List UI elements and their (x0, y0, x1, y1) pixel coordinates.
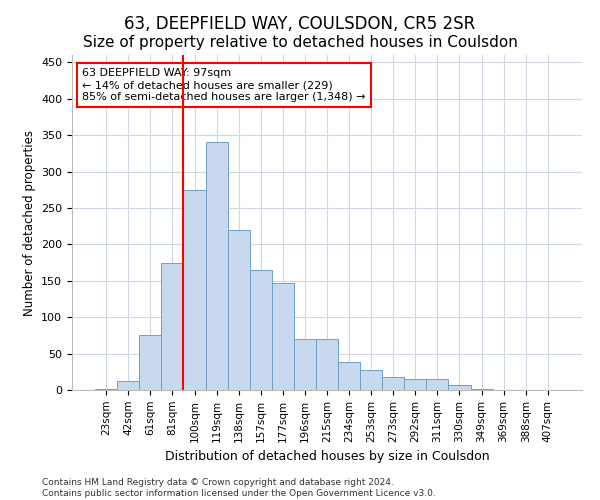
Bar (227, 230, 250, 390)
Bar (404, 379, 427, 390)
X-axis label: Distribution of detached houses by size in Coulsdon: Distribution of detached houses by size … (164, 450, 490, 463)
Bar (95, 388, 117, 390)
Bar (316, 339, 338, 390)
Bar (184, 190, 206, 390)
Bar (338, 362, 360, 390)
Bar (161, 262, 184, 390)
Text: 63, DEEPFIELD WAY, COULSDON, CR5 2SR: 63, DEEPFIELD WAY, COULSDON, CR5 2SR (124, 15, 476, 33)
Bar (360, 370, 382, 390)
Bar (139, 336, 161, 390)
Bar (272, 283, 294, 390)
Bar (470, 388, 493, 390)
Text: Contains HM Land Registry data © Crown copyright and database right 2024.
Contai: Contains HM Land Registry data © Crown c… (42, 478, 436, 498)
Bar (250, 270, 272, 390)
Bar (206, 142, 227, 390)
Text: 63 DEEPFIELD WAY: 97sqm
← 14% of detached houses are smaller (229)
85% of semi-d: 63 DEEPFIELD WAY: 97sqm ← 14% of detache… (82, 68, 366, 102)
Bar (382, 377, 404, 390)
Bar (448, 385, 470, 390)
Bar (427, 379, 448, 390)
Y-axis label: Number of detached properties: Number of detached properties (23, 130, 35, 316)
Bar (117, 380, 139, 390)
Bar (294, 339, 316, 390)
Text: Size of property relative to detached houses in Coulsdon: Size of property relative to detached ho… (83, 35, 517, 50)
